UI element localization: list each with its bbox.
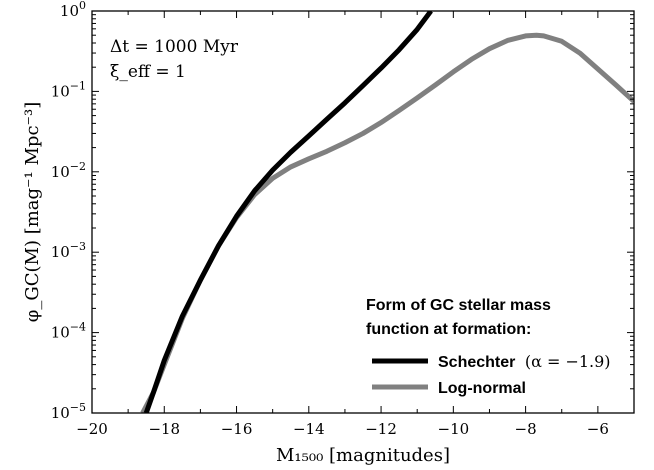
y-tick-label: 10−3 [51, 240, 86, 261]
y-tick-label: 10−4 [51, 321, 86, 342]
legend-label-schechter: Schechter (α = −1.9) [438, 352, 611, 371]
x-tick-label: −10 [438, 420, 470, 438]
x-tick-label: −14 [293, 420, 325, 438]
x-tick-label: −6 [587, 420, 609, 438]
x-tick-label: −20 [76, 420, 108, 438]
x-tick-label: −12 [365, 420, 397, 438]
series-layer [140, 11, 634, 413]
y-tick-label: 10−1 [51, 79, 86, 100]
x-tick-label: −8 [515, 420, 537, 438]
annotation-dt: Δt = 1000 Myr [110, 37, 239, 57]
annotation-xi: ξ_eff = 1 [110, 62, 186, 82]
y-tick-label: 100 [60, 0, 86, 20]
legend-label-lognormal: Log-normal [438, 380, 526, 397]
y-tick-label: 10−5 [51, 401, 86, 422]
legend-title-line-2: function at formation: [366, 321, 531, 338]
x-axis-title: M₁₅₀₀ [magnitudes] [276, 445, 450, 466]
legend-title-line-1: Form of GC stellar mass [366, 297, 551, 314]
series-line-schechter [143, 11, 433, 413]
plot-frame [91, 10, 635, 414]
ticks-layer: −20 −18 −16 −14 −12 −10 −8 −6 100 10−1 10−2 10−3 10−… [51, 0, 635, 438]
y-tick-label: 10−2 [51, 160, 86, 181]
y-axis-title: φ_GC(M) [mag⁻¹ Mpc⁻³] [22, 102, 43, 323]
x-tick-label: −16 [221, 420, 253, 438]
legend: Form of GC stellar mass function at form… [366, 297, 611, 397]
x-tick-label: −18 [148, 420, 180, 438]
